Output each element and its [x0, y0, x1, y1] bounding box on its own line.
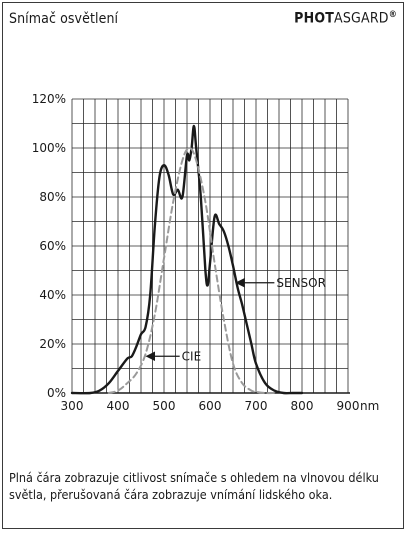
- x-tick-label: 600: [199, 399, 222, 413]
- x-tick-label: 500: [153, 399, 176, 413]
- registered-mark: ®: [388, 10, 397, 20]
- x-tick-label: 800: [291, 399, 314, 413]
- brand-logo-regular: ASGARD: [334, 10, 389, 27]
- panel-frame: [2, 2, 404, 529]
- y-tick-label: 20%: [39, 337, 66, 351]
- annotation-label-sensor: SENSOR: [276, 276, 326, 290]
- series-line-cie: [107, 147, 276, 395]
- y-tick-label: 60%: [39, 239, 66, 253]
- y-tick-label: 100%: [32, 141, 66, 155]
- spectral-sensitivity-chart: 0% 20% 40% 60% 80% 100% 120% 300 400 500 600 700 800…: [32, 92, 380, 413]
- x-tick-label: 700: [245, 399, 268, 413]
- y-tick-label: 40%: [39, 288, 66, 302]
- y-tick-label: 0%: [47, 386, 66, 400]
- x-tick-label: 900: [337, 399, 360, 413]
- annotation-label-cie: CIE: [182, 349, 202, 363]
- series-line-sensor: [70, 124, 304, 395]
- chart-description: Plná čára zobrazuje citlivost snímače s …: [9, 470, 379, 502]
- x-axis-unit: nm: [360, 399, 379, 413]
- page-title: Snímač osvětlení: [9, 11, 119, 27]
- y-tick-label: 120%: [32, 92, 66, 106]
- brand-logo: PHOTASGARD®: [294, 10, 397, 27]
- y-tick-label: 80%: [39, 190, 66, 204]
- x-tick-label: 400: [107, 399, 130, 413]
- x-tick-label: 300: [61, 399, 84, 413]
- brand-logo-bold: PHOT: [294, 10, 335, 27]
